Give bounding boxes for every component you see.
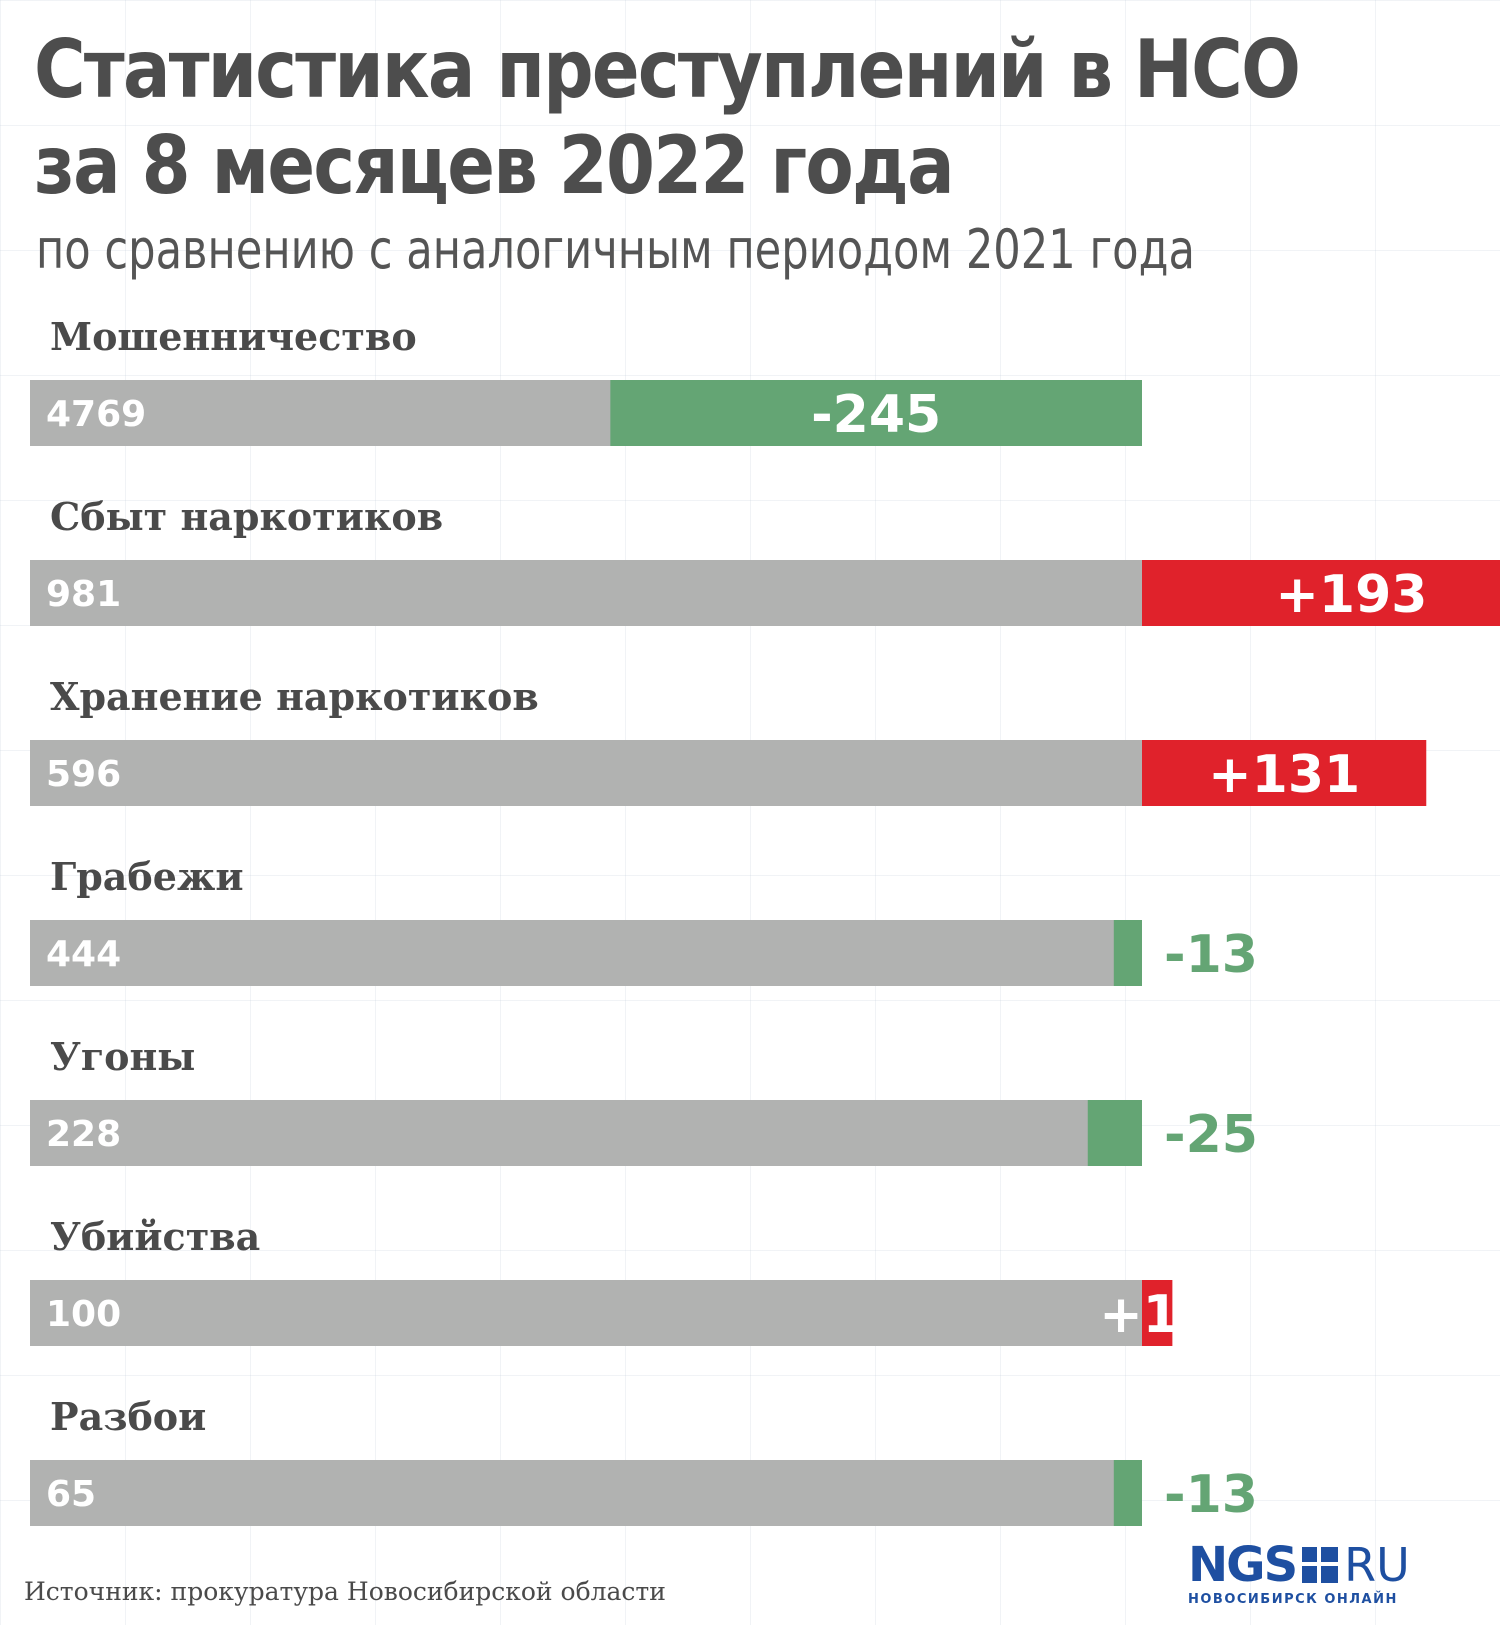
logo-square-icon [1302, 1547, 1339, 1583]
category-label: Убийства [50, 1214, 260, 1259]
logo-tagline: НОВОСИБИРСК ОНЛАЙН [1188, 1592, 1398, 1607]
base-value-label: 981 [46, 574, 121, 615]
chart-title: Статистика преступлений в НСО за 8 месяц… [34, 23, 1301, 212]
increase-segment [1142, 1280, 1173, 1346]
category-label: Сбыт наркотиков [50, 494, 443, 539]
base-bar [30, 920, 1142, 986]
base-value-label: 4769 [46, 394, 146, 435]
decrease-segment [1113, 920, 1142, 986]
base-bar [30, 1460, 1142, 1526]
base-bar [30, 1280, 1142, 1346]
source-note: Источник: прокуратура Новосибирской обла… [24, 1577, 666, 1606]
crime-bar-chart: Мошенничество 4769 -245 Сбыт наркотиков 981 +… [30, 314, 1500, 1526]
base-value-label: 228 [46, 1114, 121, 1155]
base-value-label: 65 [46, 1474, 96, 1515]
category-label: Мошенничество [50, 314, 417, 359]
base-value-label: 444 [46, 934, 121, 975]
change-value-label: +193 [1275, 565, 1427, 625]
base-bar [30, 1100, 1142, 1166]
base-bar [30, 740, 1142, 806]
change-value-label: -25 [1164, 1105, 1258, 1165]
base-value-label: 596 [46, 754, 121, 795]
base-bar [30, 560, 1142, 626]
decrease-segment [1087, 1100, 1142, 1166]
logo-ngs-text: NGS [1188, 1537, 1298, 1593]
increase-segment [1142, 740, 1427, 806]
change-value-label: +131 [1208, 745, 1360, 805]
category-label: Хранение наркотиков [50, 674, 539, 719]
change-value-label: -245 [811, 385, 941, 445]
change-value-label: +14 [1099, 1285, 1215, 1345]
category-label: Грабежи [50, 854, 244, 899]
increase-segment [1142, 560, 1500, 626]
decrease-segment [1113, 1460, 1142, 1526]
category-label: Разбои [50, 1394, 206, 1439]
category-label: Угоны [50, 1034, 195, 1079]
decrease-segment [610, 380, 1142, 446]
logo-ru-text: RU [1344, 1538, 1410, 1592]
base-value-label: 100 [46, 1294, 121, 1335]
chart-subtitle: по сравнению с аналогичным периодом 2021… [36, 218, 1195, 281]
change-value-label: -13 [1164, 1465, 1258, 1525]
change-value-label: -13 [1164, 925, 1258, 985]
ngs-logo[interactable]: NGS RU НОВОСИБИРСК ОНЛАЙН [1188, 1540, 1468, 1610]
